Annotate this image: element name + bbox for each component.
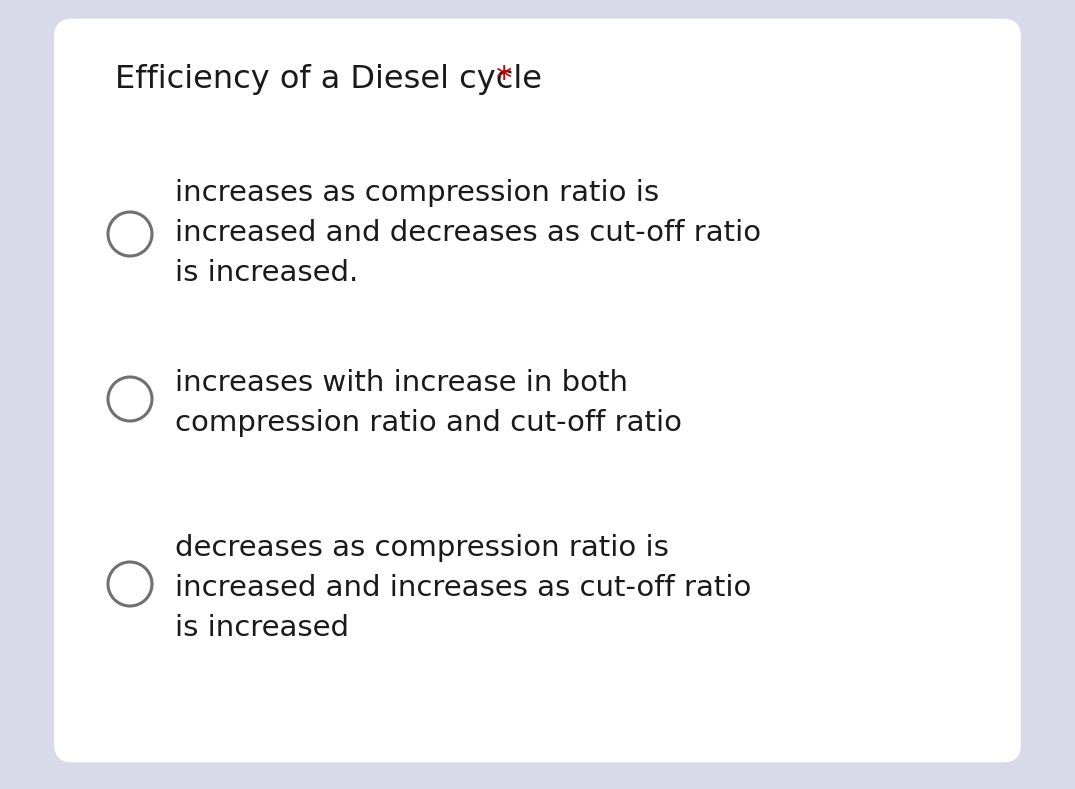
Text: increases with increase in both
compression ratio and cut-off ratio: increases with increase in both compress… xyxy=(175,369,682,437)
Circle shape xyxy=(108,212,152,256)
FancyBboxPatch shape xyxy=(54,19,1021,762)
Text: decreases as compression ratio is
increased and increases as cut-off ratio
is in: decreases as compression ratio is increa… xyxy=(175,534,751,642)
Text: Efficiency of a Diesel cycle: Efficiency of a Diesel cycle xyxy=(115,64,542,95)
Text: increases as compression ratio is
increased and decreases as cut-off ratio
is in: increases as compression ratio is increa… xyxy=(175,179,761,287)
Text: *: * xyxy=(486,64,513,95)
Circle shape xyxy=(108,377,152,421)
Circle shape xyxy=(108,562,152,606)
